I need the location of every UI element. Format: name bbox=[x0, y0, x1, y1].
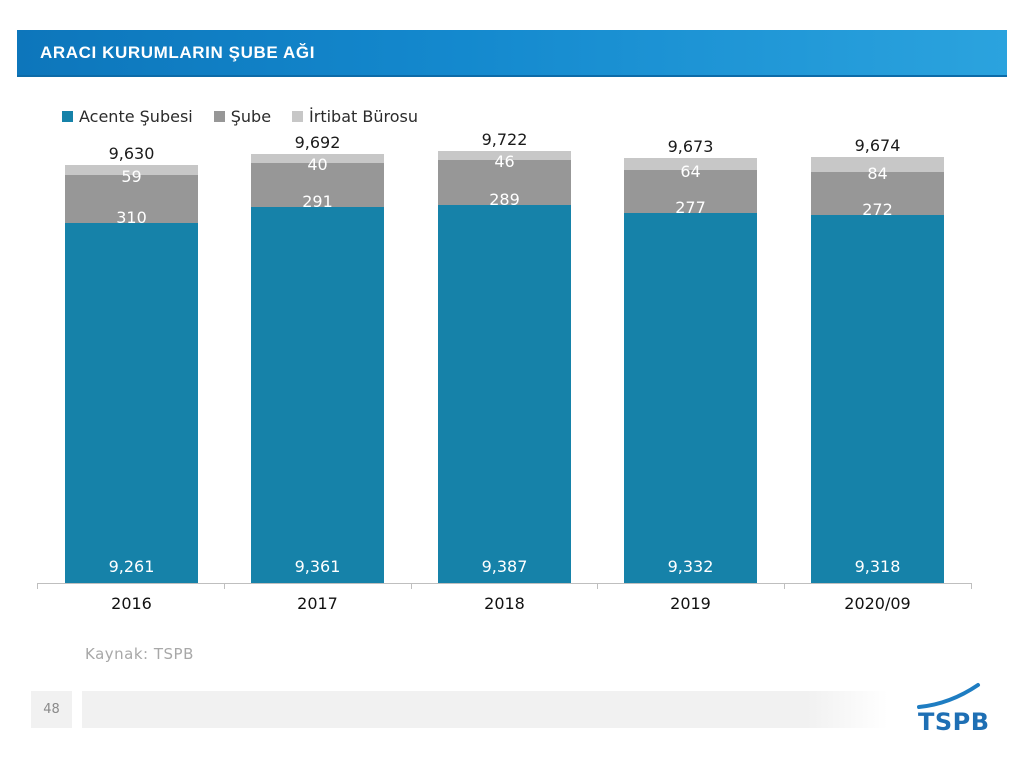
logo-swoosh-icon bbox=[917, 683, 980, 709]
tspb-logo-graphic: TSPB bbox=[917, 683, 990, 736]
sube-value-label: 289 bbox=[489, 190, 520, 209]
acente-value-label: 9,361 bbox=[294, 557, 341, 576]
irtibat-value-label: 59 bbox=[121, 167, 142, 186]
legend-label: İrtibat Bürosu bbox=[309, 107, 418, 126]
logo-text: TSPB bbox=[918, 708, 990, 735]
bar-segment-irtibat bbox=[438, 151, 571, 160]
source-note: Kaynak: TSPB bbox=[85, 645, 194, 663]
legend-item: İrtibat Bürosu bbox=[292, 107, 418, 126]
irtibat-value-label: 40 bbox=[307, 155, 328, 174]
bar-segment-acente bbox=[251, 207, 384, 583]
page-number: 48 bbox=[43, 702, 60, 717]
x-axis-tick bbox=[37, 583, 38, 589]
acente-value-label: 9,261 bbox=[108, 557, 155, 576]
x-axis-tick bbox=[224, 583, 225, 589]
irtibat-value-label: 64 bbox=[680, 162, 701, 181]
x-axis-tick bbox=[597, 583, 598, 589]
acente-value-label: 9,318 bbox=[854, 557, 901, 576]
bar-total-label: 9,692 bbox=[294, 133, 341, 152]
x-axis-line bbox=[37, 583, 971, 584]
sube-value-label: 277 bbox=[675, 198, 706, 217]
bar-segment-acente bbox=[438, 205, 571, 583]
acente-value-label: 9,332 bbox=[667, 557, 714, 576]
slide-title: ARACI KURUMLARIN ŞUBE AĞI bbox=[40, 42, 316, 62]
x-axis-tick bbox=[411, 583, 412, 589]
x-axis-label: 2020/09 bbox=[844, 594, 911, 613]
bar-segment-irtibat bbox=[251, 154, 384, 163]
x-axis-label: 2018 bbox=[484, 594, 525, 613]
bar-segment-acente bbox=[624, 213, 757, 583]
bar-segment-sube bbox=[251, 163, 384, 207]
chart-legend: Acente Şubesi Şube İrtibat Bürosu bbox=[62, 107, 439, 126]
bar-segment-acente bbox=[811, 215, 944, 583]
tspb-logo: TSPB bbox=[912, 679, 996, 736]
bar-segment-acente bbox=[65, 223, 198, 583]
bar-total-label: 9,722 bbox=[481, 130, 528, 149]
bar-total-label: 9,630 bbox=[108, 144, 155, 163]
legend-swatch-icon bbox=[213, 111, 225, 122]
legend-label: Şube bbox=[230, 107, 272, 126]
bar-segment-irtibat bbox=[624, 158, 757, 170]
x-axis-label: 2017 bbox=[297, 594, 338, 613]
x-axis-label: 2016 bbox=[111, 594, 152, 613]
acente-value-label: 9,387 bbox=[481, 557, 528, 576]
slide-title-bar: ARACI KURUMLARIN ŞUBE AĞI bbox=[17, 30, 1007, 77]
sube-value-label: 272 bbox=[862, 200, 893, 219]
sube-value-label: 310 bbox=[116, 208, 147, 227]
bar-segment-sube bbox=[438, 160, 571, 205]
bar-segment-sube bbox=[65, 175, 198, 223]
bar-segment-sube bbox=[624, 170, 757, 213]
bar-segment-irtibat bbox=[65, 165, 198, 175]
x-axis-label: 2019 bbox=[670, 594, 711, 613]
legend-item: Acente Şubesi bbox=[62, 107, 193, 126]
irtibat-value-label: 46 bbox=[494, 152, 515, 171]
x-axis-tick bbox=[971, 583, 972, 589]
x-axis-tick bbox=[784, 583, 785, 589]
bar-total-label: 9,674 bbox=[854, 136, 901, 155]
bar-segment-sube bbox=[811, 172, 944, 215]
legend-item: Şube bbox=[213, 107, 272, 126]
bar-segment-irtibat bbox=[811, 157, 944, 172]
footer-bar bbox=[82, 691, 888, 728]
legend-swatch-icon bbox=[62, 111, 73, 122]
irtibat-value-label: 84 bbox=[867, 164, 888, 183]
sube-value-label: 291 bbox=[302, 192, 333, 211]
legend-swatch-icon bbox=[292, 111, 304, 122]
bar-total-label: 9,673 bbox=[667, 137, 714, 156]
legend-label: Acente Şubesi bbox=[79, 107, 193, 126]
page-number-box: 48 bbox=[31, 691, 72, 728]
